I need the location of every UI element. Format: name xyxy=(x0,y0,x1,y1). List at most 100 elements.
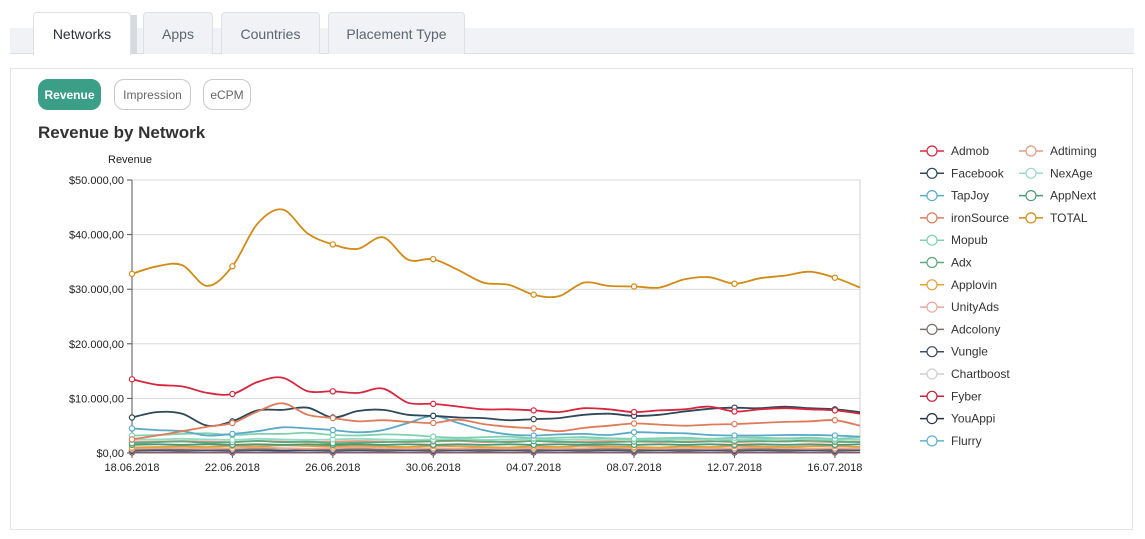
legend-label-adcolony: Adcolony xyxy=(951,322,1000,336)
data-point-admob xyxy=(731,408,738,415)
legend-label-flurry: Flurry xyxy=(951,434,982,448)
series-line-appnext xyxy=(131,443,861,446)
y-tick-label: $50.000,00 xyxy=(69,175,124,187)
legend-marker-adtiming xyxy=(1025,145,1037,157)
data-point-ironsource xyxy=(530,425,537,432)
legend-marker-total xyxy=(1025,212,1037,224)
data-point-total xyxy=(630,283,638,290)
data-point-mopub xyxy=(430,433,437,440)
legend-label-youappi: YouAppi xyxy=(951,412,995,426)
legend-marker-facebook xyxy=(926,167,938,179)
legend-label-adx: Adx xyxy=(951,256,972,270)
legend-label-adtiming: Adtiming xyxy=(1050,144,1097,158)
data-point-admob xyxy=(630,408,638,416)
data-point-tapjoy xyxy=(128,425,136,432)
data-point-facebook xyxy=(530,415,537,423)
series-line-nexage xyxy=(131,437,861,441)
data-point-tapjoy xyxy=(530,432,537,439)
impression-button[interactable]: Impression xyxy=(114,79,191,110)
legend-label-vungle: Vungle xyxy=(951,345,988,359)
tab-placement-type[interactable]: Placement Type xyxy=(328,12,465,54)
data-point-ironsource xyxy=(630,420,638,427)
legend-marker-chartboost xyxy=(926,368,938,380)
y-tick-label: $0,00 xyxy=(96,448,124,460)
revenue-button[interactable]: Revenue xyxy=(38,79,101,110)
data-point-ironsource xyxy=(430,419,437,427)
x-tick-label: 26.06.2018 xyxy=(305,462,360,474)
series-line-adx xyxy=(131,439,861,445)
data-point-facebook xyxy=(128,414,136,421)
legend-marker-appnext xyxy=(1025,190,1037,202)
data-point-ironsource xyxy=(731,420,738,428)
data-point-tapjoy xyxy=(229,430,236,438)
legend-marker-fyber xyxy=(926,390,938,402)
x-tick-label: 08.07.2018 xyxy=(607,462,662,474)
y-axis-label: Revenue xyxy=(108,154,152,166)
chart-title: Revenue by Network xyxy=(38,123,206,142)
series-line-total xyxy=(131,208,861,299)
legend-label-total: TOTAL xyxy=(1050,211,1088,225)
data-point-total xyxy=(831,274,839,281)
legend-marker-adx xyxy=(926,256,938,269)
y-tick-label: $10.000,00 xyxy=(69,393,124,405)
plot-frame xyxy=(131,179,861,454)
data-point-ironsource xyxy=(128,436,136,443)
x-tick-label: 30.06.2018 xyxy=(406,462,461,474)
legend-label-facebook: Facebook xyxy=(951,166,1005,180)
legend-label-nexage: NexAge xyxy=(1050,166,1093,180)
data-point-ironsource xyxy=(229,419,236,427)
data-point-ironsource xyxy=(831,417,839,424)
data-point-total xyxy=(329,241,337,248)
tab-apps[interactable]: Apps xyxy=(143,12,213,54)
legend-label-fyber: Fyber xyxy=(951,389,982,403)
legend-marker-vungle xyxy=(926,346,938,358)
data-point-tapjoy xyxy=(630,429,638,436)
data-point-total xyxy=(229,263,236,270)
legend-marker-admob xyxy=(926,145,938,157)
data-point-tapjoy xyxy=(329,426,337,434)
legend-marker-flurry xyxy=(926,435,938,447)
data-point-mopub xyxy=(630,435,638,443)
y-tick-label: $20.000,00 xyxy=(69,339,124,351)
data-point-total xyxy=(530,291,537,298)
tab-countries[interactable]: Countries xyxy=(221,12,320,54)
legend-label-chartboost: Chartboost xyxy=(951,367,1010,381)
legend-marker-applovin xyxy=(926,279,938,291)
data-point-admob xyxy=(229,390,236,398)
ecpm-button[interactable]: eCPM xyxy=(203,79,251,110)
y-tick-label: $40.000,00 xyxy=(69,230,124,242)
x-tick-label: 12.07.2018 xyxy=(707,462,762,474)
legend-label-mopub: Mopub xyxy=(951,233,988,247)
legend-label-applovin: Applovin xyxy=(951,278,997,292)
tab-networks[interactable]: Networks xyxy=(33,12,137,55)
legend-marker-ironsource xyxy=(926,212,938,224)
x-tick-label: 04.07.2018 xyxy=(506,462,561,474)
legend-label-unityads: UnityAds xyxy=(951,300,999,314)
data-point-facebook xyxy=(430,412,437,420)
x-tick-label: 16.07.2018 xyxy=(807,462,862,474)
data-point-admob xyxy=(530,407,537,414)
data-point-admob xyxy=(128,376,136,383)
legend-marker-nexage xyxy=(1025,167,1037,179)
legend-marker-mopub xyxy=(926,234,938,246)
data-point-total xyxy=(128,270,136,278)
legend-marker-tapjoy xyxy=(926,190,938,202)
y-tick-label: $30.000,00 xyxy=(69,284,124,296)
x-tick-label: 22.06.2018 xyxy=(205,462,260,474)
x-tick-label: 18.06.2018 xyxy=(104,462,159,474)
legend-label-admob: Admob xyxy=(951,144,989,158)
legend-label-tapjoy: TapJoy xyxy=(951,189,989,203)
legend-marker-unityads xyxy=(926,301,938,313)
legend-marker-adcolony xyxy=(926,323,938,335)
data-point-admob xyxy=(329,388,337,395)
data-point-tapjoy xyxy=(831,432,839,439)
data-point-admob xyxy=(831,407,839,414)
data-point-tapjoy xyxy=(731,432,738,439)
data-point-total xyxy=(731,280,738,287)
data-point-admob xyxy=(430,400,437,408)
data-point-ironsource xyxy=(329,414,337,422)
data-point-total xyxy=(430,255,437,263)
legend-label-ironsource: ironSource xyxy=(951,211,1009,225)
legend-label-appnext: AppNext xyxy=(1050,189,1097,203)
